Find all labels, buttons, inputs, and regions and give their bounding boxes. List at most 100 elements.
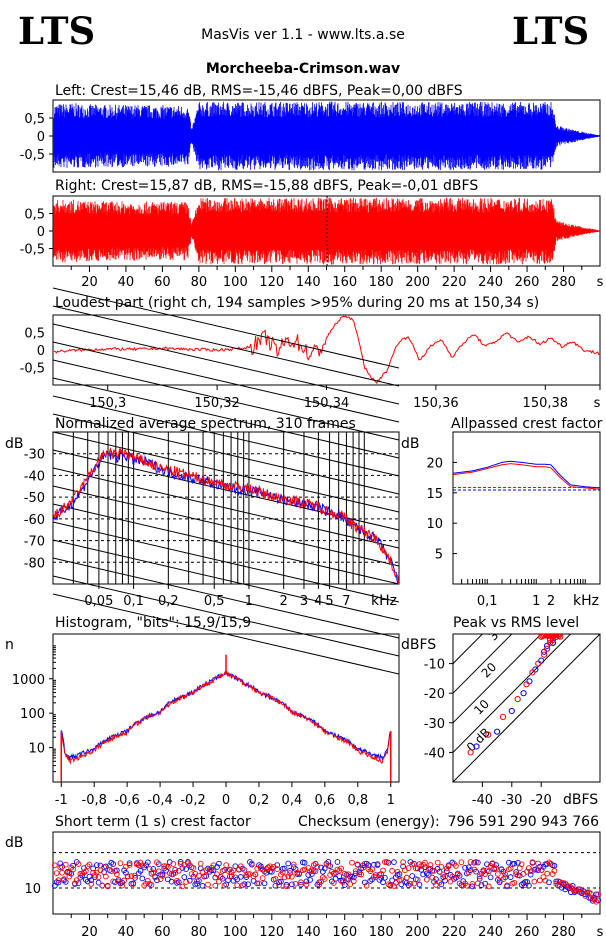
file-name: Morcheeba-Crimson.wav — [206, 61, 400, 77]
short-term-right-point — [144, 877, 151, 884]
spectrum-slope-line — [52, 485, 400, 567]
short-term-left-point — [55, 879, 62, 886]
right-channel-xtick-label: s — [597, 275, 604, 290]
short-term-right-point — [254, 865, 261, 872]
short-term-right-point — [511, 879, 518, 886]
short-term-right-point — [465, 869, 472, 876]
short-term-right-point — [75, 861, 82, 867]
short-term-left-point — [172, 867, 179, 873]
short-term-right-point — [143, 880, 149, 887]
short-term-right-point — [157, 876, 164, 882]
short-term-right-point — [453, 863, 459, 869]
short-term-left-point — [150, 866, 157, 872]
short-term-right-point — [381, 859, 388, 865]
short-term-left-point — [245, 881, 251, 888]
short-term-right-point — [298, 879, 304, 886]
short-term-right-point — [148, 882, 155, 888]
short-term-left-point — [298, 881, 304, 888]
peak-vs-rms-right-point — [551, 634, 558, 639]
short-term-right-point — [423, 876, 430, 883]
short-term-right-point — [327, 872, 333, 878]
short-term-left-point — [90, 865, 96, 872]
short-term-left-point — [443, 868, 450, 875]
short-term-right-point — [363, 882, 370, 889]
short-term-right-point — [51, 862, 58, 869]
short-term-right-point — [168, 871, 175, 877]
short-term-right-point — [400, 859, 406, 865]
right-channel-xtick-label: 100 — [223, 275, 248, 290]
short-term-right-point — [281, 874, 288, 881]
short-term-left-point — [507, 874, 514, 880]
loudest-ytick-label: 0 — [37, 344, 45, 359]
short-term-right-point — [283, 883, 290, 890]
short-term-right-point — [422, 859, 428, 866]
histogram-xtick-label: 0,6 — [315, 793, 336, 808]
peak-vs-rms-xtick-label: -40 — [472, 793, 493, 808]
spectrum-xtick-label: 0,5 — [204, 594, 225, 609]
short-term-right-point — [57, 864, 64, 871]
short-term-right-point — [290, 861, 297, 868]
short-term-left-point — [593, 891, 600, 898]
short-term-right-point — [504, 882, 510, 889]
short-term-right-point — [241, 867, 248, 873]
short-term-left-point — [469, 883, 476, 890]
short-term-right-point — [485, 883, 492, 890]
spectrum-slope-line — [52, 359, 400, 441]
short-term-right-point — [515, 872, 521, 879]
short-term-left-point — [186, 877, 193, 884]
short-term-right-point — [252, 871, 259, 878]
short-term-right-point — [449, 873, 456, 880]
short-term-right-point — [526, 865, 532, 871]
spectrum-xtick-label: 0,2 — [158, 594, 179, 609]
short-term-right-point — [405, 865, 412, 871]
short-term-right-point — [212, 882, 219, 889]
short-term-right-point — [248, 860, 255, 867]
allpassed-xtick-label: 1 — [532, 594, 540, 609]
short-term-left-point — [307, 877, 313, 883]
loudest-trace — [53, 315, 601, 385]
short-term-right-point — [190, 865, 197, 871]
short-term-xtick-label: 40 — [118, 925, 135, 940]
short-term-left-point — [436, 868, 443, 875]
allpassed-xunit: kHz — [573, 593, 599, 609]
spectrum-ytick-label: -80 — [24, 556, 45, 571]
short-term-right-point — [61, 876, 67, 883]
short-term-left-point — [482, 880, 488, 887]
peak-vs-rms-ytick-label: -10 — [424, 658, 445, 673]
short-term-right-point — [201, 873, 208, 880]
short-term-xtick-label: 80 — [191, 925, 208, 940]
short-term-ylabel: dB — [5, 835, 24, 851]
spectrum-ytick-label: -40 — [24, 469, 45, 484]
spectrum-title: Normalized average spectrum, 310 frames — [55, 416, 356, 432]
short-term-right-point — [84, 863, 91, 870]
allpassed-ytick-label: 20 — [426, 456, 443, 471]
peak-vs-rms-frame — [452, 633, 601, 783]
short-term-right-point — [321, 876, 328, 882]
short-term-right-point — [489, 860, 496, 867]
right-channel-xtick-label: 240 — [478, 275, 503, 290]
spectrum-ytick-label: -50 — [24, 491, 45, 506]
right-channel-xtick-label: 180 — [369, 275, 394, 290]
short-term-right-point — [329, 869, 335, 875]
short-term-right-point — [203, 867, 210, 873]
short-term-right-point — [476, 873, 483, 880]
spectrum-ytick-label: -70 — [24, 535, 45, 550]
short-term-right-point — [383, 859, 390, 865]
short-term-xtick-label: 20 — [81, 925, 98, 940]
short-term-right-point — [263, 866, 270, 872]
short-term-right-point — [82, 868, 89, 875]
short-term-right-point — [403, 874, 410, 881]
short-term-left-point — [526, 882, 532, 889]
short-term-right-point — [549, 871, 556, 877]
short-term-left-point — [391, 859, 397, 865]
short-term-right-point — [292, 880, 299, 887]
right-channel-ytick-label: -0,5 — [20, 243, 45, 258]
short-term-right-point — [320, 874, 326, 881]
short-term-right-point — [219, 868, 226, 874]
spectrum-xtick-label: 7 — [342, 594, 350, 609]
short-term-right-point — [124, 873, 131, 880]
short-term-left-point — [237, 873, 244, 880]
short-term-right-point — [232, 874, 239, 881]
short-term-right-point — [464, 882, 470, 889]
short-term-right-point — [409, 861, 416, 868]
